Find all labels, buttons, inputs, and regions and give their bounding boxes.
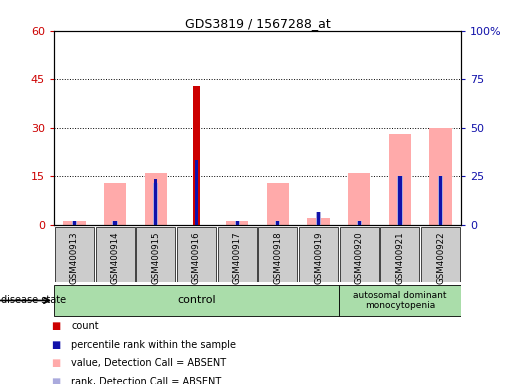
Text: GSM400919: GSM400919: [314, 231, 323, 283]
Bar: [276, 222, 280, 225]
Text: GSM400921: GSM400921: [396, 231, 404, 284]
Text: percentile rank within the sample: percentile rank within the sample: [71, 340, 236, 350]
Bar: [430, 127, 452, 225]
Text: GSM400914: GSM400914: [111, 231, 119, 284]
Bar: [275, 222, 281, 225]
Bar: [55, 227, 94, 282]
Bar: [421, 227, 460, 282]
Bar: [316, 212, 321, 225]
Bar: [153, 183, 159, 225]
Text: ■: ■: [52, 358, 61, 368]
Bar: [145, 173, 167, 225]
Bar: [381, 227, 419, 282]
Text: GSM400915: GSM400915: [151, 231, 160, 284]
Bar: [357, 222, 361, 225]
Text: GSM400916: GSM400916: [192, 231, 201, 284]
Bar: [112, 222, 118, 225]
Text: autosomal dominant
monocytopenia: autosomal dominant monocytopenia: [353, 291, 447, 310]
Bar: [317, 212, 320, 225]
Bar: [177, 227, 216, 282]
Text: control: control: [177, 295, 216, 306]
Bar: [193, 86, 200, 225]
Bar: [136, 227, 175, 282]
Text: GSM400913: GSM400913: [70, 231, 79, 284]
Bar: [439, 176, 442, 225]
Text: count: count: [71, 321, 99, 331]
Text: rank, Detection Call = ABSENT: rank, Detection Call = ABSENT: [71, 377, 221, 384]
Bar: [218, 227, 256, 282]
Text: GSM400917: GSM400917: [233, 231, 242, 284]
Text: GSM400918: GSM400918: [273, 231, 282, 284]
Bar: [235, 222, 239, 225]
Bar: [389, 134, 411, 225]
Text: GSM400922: GSM400922: [436, 231, 445, 284]
Bar: [113, 222, 117, 225]
Bar: [340, 227, 379, 282]
Bar: [72, 222, 77, 225]
Bar: [397, 176, 403, 225]
Bar: [307, 218, 330, 225]
Text: GSM400920: GSM400920: [355, 231, 364, 284]
Text: ■: ■: [52, 321, 61, 331]
Title: GDS3819 / 1567288_at: GDS3819 / 1567288_at: [184, 17, 331, 30]
Text: ■: ■: [52, 340, 61, 350]
Text: ■: ■: [52, 377, 61, 384]
Bar: [356, 222, 362, 225]
Bar: [339, 285, 461, 316]
Bar: [259, 227, 297, 282]
Bar: [195, 160, 198, 225]
Bar: [234, 222, 240, 225]
Bar: [438, 176, 443, 225]
Bar: [299, 227, 338, 282]
Bar: [96, 227, 134, 282]
Bar: [54, 285, 339, 316]
Bar: [63, 222, 85, 225]
Text: disease state: disease state: [1, 295, 66, 306]
Bar: [348, 173, 370, 225]
Bar: [267, 183, 289, 225]
Bar: [154, 179, 158, 225]
Bar: [398, 176, 402, 225]
Bar: [226, 222, 248, 225]
Bar: [104, 183, 126, 225]
Bar: [73, 222, 76, 225]
Text: value, Detection Call = ABSENT: value, Detection Call = ABSENT: [71, 358, 226, 368]
